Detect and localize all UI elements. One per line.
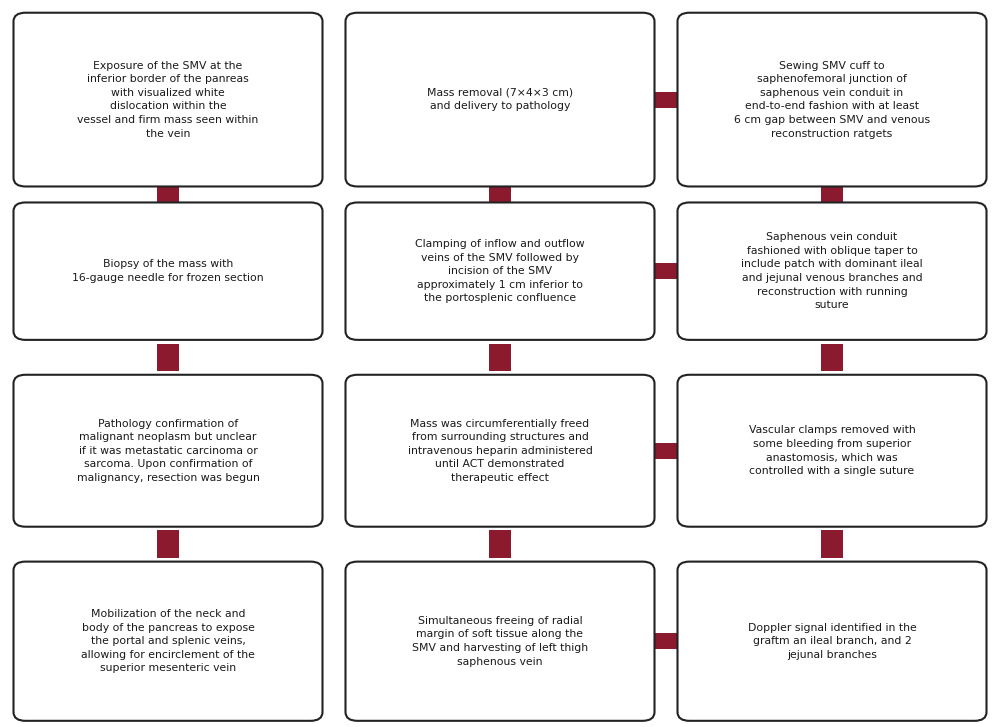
FancyBboxPatch shape [678, 13, 986, 187]
Text: Doppler signal identified in the
graftm an ileal branch, and 2
jejunal branches: Doppler signal identified in the graftm … [748, 622, 916, 660]
Text: Pathology confirmation of
malignant neoplasm but unclear
if it was metastatic ca: Pathology confirmation of malignant neop… [77, 419, 259, 483]
FancyBboxPatch shape [346, 13, 655, 187]
Bar [157, 181, 179, 209]
Text: Sewing SMV cuff to
saphenofemoral junction of
saphenous vein conduit in
end-to-e: Sewing SMV cuff to saphenofemoral juncti… [734, 60, 930, 139]
Bar [821, 531, 843, 558]
Bar [639, 263, 694, 279]
Text: Mobilization of the neck and
body of the pancreas to expose
the portal and splen: Mobilization of the neck and body of the… [81, 609, 255, 673]
FancyBboxPatch shape [346, 561, 655, 721]
Bar [157, 531, 179, 558]
Bar [489, 181, 511, 209]
FancyBboxPatch shape [678, 561, 986, 721]
FancyBboxPatch shape [14, 202, 322, 340]
FancyBboxPatch shape [14, 13, 322, 187]
Text: Vascular clamps removed with
some bleeding from superior
anastomosis, which was
: Vascular clamps removed with some bleedi… [749, 425, 915, 476]
Bar [639, 633, 694, 649]
Text: Simultaneous freeing of radial
margin of soft tissue along the
SMV and harvestin: Simultaneous freeing of radial margin of… [412, 616, 588, 667]
FancyBboxPatch shape [346, 375, 655, 526]
Bar [821, 181, 843, 209]
FancyBboxPatch shape [14, 561, 322, 721]
Text: Exposure of the SMV at the
inferior border of the panreas
with visualized white
: Exposure of the SMV at the inferior bord… [77, 60, 259, 139]
FancyBboxPatch shape [678, 375, 986, 526]
Bar [821, 344, 843, 371]
FancyBboxPatch shape [678, 202, 986, 340]
Text: Mass was circumferentially freed
from surrounding structures and
intravenous hep: Mass was circumferentially freed from su… [408, 419, 592, 483]
Bar [489, 344, 511, 371]
FancyBboxPatch shape [14, 375, 322, 526]
Bar [639, 443, 694, 459]
Text: Mass removal (7×4×3 cm)
and delivery to pathology: Mass removal (7×4×3 cm) and delivery to … [427, 88, 573, 111]
FancyBboxPatch shape [346, 202, 655, 340]
Bar [489, 531, 511, 558]
Text: Clamping of inflow and outflow
veins of the SMV followed by
incision of the SMV
: Clamping of inflow and outflow veins of … [415, 239, 585, 303]
Bar [157, 344, 179, 371]
Bar [639, 92, 694, 108]
Text: Biopsy of the mass with
16-gauge needle for frozen section: Biopsy of the mass with 16-gauge needle … [72, 260, 264, 283]
Text: Saphenous vein conduit
fashioned with oblique taper to
include patch with domina: Saphenous vein conduit fashioned with ob… [741, 232, 923, 310]
